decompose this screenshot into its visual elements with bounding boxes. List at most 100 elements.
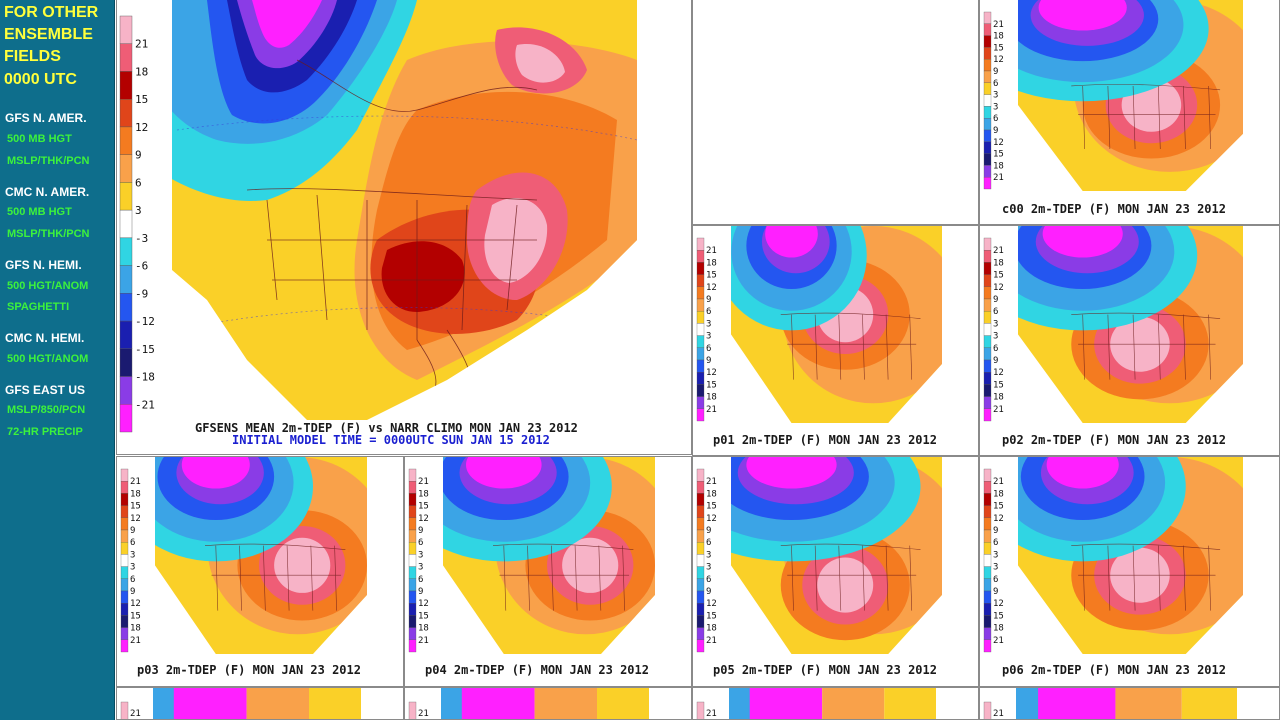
- mini-colorbar-label: 21: [706, 709, 717, 719]
- member-panel-p02[interactable]: 21 18 15 12 9 6 3 3 6 9 12 15 18 21 p02 2m-TDEP (F) M…: [979, 225, 1280, 456]
- mini-colorbar-label: 15: [130, 502, 141, 512]
- mini-colorbar-swatch: [983, 701, 992, 719]
- colorbar-label: -15: [135, 343, 155, 356]
- mini-colorbar-label: 18: [993, 32, 1004, 42]
- mini-colorbar-label: 6: [130, 575, 135, 585]
- sidebar-link-cmc-namer-500mb[interactable]: 500 MB HGT: [7, 206, 72, 218]
- mini-colorbar-swatch: [983, 153, 992, 166]
- member-panel-p05[interactable]: 21 18 15 12 9 6 3 3 6 9 12 15 18 21 p05 2m-TDEP (F) M…: [692, 456, 979, 687]
- mini-colorbar-label: 3: [993, 319, 998, 329]
- member-map-p01: 21 18 15 12 9 6 3 3 6 9 12 15 18 21: [696, 226, 942, 423]
- colorbar-label: 12: [135, 121, 148, 134]
- mini-colorbar-label: 18: [993, 161, 1004, 171]
- colorbar-swatch: [119, 376, 133, 405]
- mini-colorbar-swatch: [983, 493, 992, 506]
- sidebar-link-gfs-nhemi-spaghetti[interactable]: SPAGHETTI: [7, 301, 70, 313]
- sidebar-link-gfs-eastus-mslp[interactable]: MSLP/850/PCN: [7, 404, 86, 416]
- mini-colorbar-label: 21: [706, 246, 717, 256]
- colorbar-label: 6: [135, 176, 142, 189]
- partial-map-4: 21: [983, 688, 1237, 719]
- member-map-p05: 21 18 15 12 9 6 3 3 6 9 12 15 18 21: [696, 457, 942, 654]
- member-panel-partial-4[interactable]: 21: [979, 687, 1280, 720]
- mini-colorbar-label: 9: [706, 356, 711, 366]
- colorbar-swatch: [119, 71, 133, 100]
- mini-colorbar-swatch: [696, 603, 705, 616]
- mini-colorbar-swatch: [983, 384, 992, 397]
- mini-colorbar-label: 21: [130, 477, 141, 487]
- mini-colorbar-swatch: [983, 118, 992, 131]
- colorbar-swatch: [119, 126, 133, 155]
- sidebar-group-gfs-eastus: GFS EAST US: [5, 383, 86, 397]
- mini-colorbar-label: 15: [706, 380, 717, 390]
- mini-colorbar-label: 15: [993, 43, 1004, 53]
- mini-colorbar-swatch: [696, 542, 705, 555]
- sidebar-link-gfs-eastus-precip[interactable]: 72-HR PRECIP: [7, 426, 83, 438]
- sidebar-link-gfs-nhemi-500hgt[interactable]: 500 HGT/ANOM: [7, 280, 89, 292]
- mini-colorbar-swatch: [983, 542, 992, 555]
- mini-colorbar-swatch: [983, 408, 992, 422]
- mini-colorbar-label: 12: [706, 368, 717, 378]
- colorbar-label: -12: [135, 315, 155, 328]
- colorbar-swatch: [119, 237, 133, 266]
- mini-colorbar-swatch: [696, 384, 705, 397]
- mini-colorbar-swatch: [983, 590, 992, 604]
- mini-colorbar-swatch: [983, 481, 992, 494]
- sidebar-group-gfs-nhemi: GFS N. HEMI.: [5, 258, 82, 272]
- mini-colorbar-label: 9: [706, 526, 711, 536]
- mini-colorbar-label: 15: [706, 502, 717, 512]
- member-caption-p01: p01 2m-TDEP (F) MON JAN 23 2012: [713, 433, 937, 447]
- mini-colorbar-label: 12: [418, 599, 429, 609]
- mini-colorbar-label: 21: [993, 173, 1004, 183]
- member-panel-partial-1[interactable]: 21: [116, 687, 404, 720]
- member-panel-p01[interactable]: 21 18 15 12 9 6 3 3 6 9 12 15 18 21 p01 2m-TDEP (F) M…: [692, 225, 979, 456]
- mini-colorbar-swatch: [408, 468, 417, 482]
- member-panel-partial-3[interactable]: 21: [692, 687, 979, 720]
- mini-colorbar-swatch: [983, 359, 992, 373]
- sidebar-link-gfs-namer-mslp[interactable]: MSLP/THK/PCN: [7, 155, 90, 167]
- mini-colorbar-label: 12: [706, 514, 717, 524]
- sidebar-link-gfs-namer-500mb[interactable]: 500 MB HGT: [7, 133, 72, 145]
- mini-colorbar-swatch: [983, 505, 992, 518]
- sidebar-link-cmc-nhemi-500hgt[interactable]: 500 HGT/ANOM: [7, 353, 89, 365]
- member-panel-p03[interactable]: 21 18 15 12 9 6 3 3 6 9 12 15 18 21 p03 2m-TDEP (F) M…: [116, 456, 404, 687]
- mini-colorbar-swatch: [696, 566, 705, 579]
- member-panel-partial-2[interactable]: 21: [404, 687, 692, 720]
- colorbar-swatch: [119, 15, 133, 44]
- sidebar-heading-line-1: FOR OTHER: [4, 4, 99, 21]
- mini-colorbar-swatch: [983, 372, 992, 385]
- member-panel-c00[interactable]: 21 18 15 12 9 6 3 3 6 9 12 15 18 21 c00 2m-TDEP (F) M…: [979, 0, 1280, 225]
- mini-colorbar-swatch: [696, 627, 705, 640]
- mini-colorbar-swatch: [120, 493, 129, 506]
- mini-colorbar-swatch: [120, 603, 129, 616]
- mini-colorbar-swatch: [983, 177, 992, 190]
- sidebar-link-cmc-namer-mslp[interactable]: MSLP/THK/PCN: [7, 228, 90, 240]
- mini-colorbar-swatch: [983, 106, 992, 119]
- mini-colorbar-label: 18: [418, 624, 429, 634]
- mini-colorbar-label: 12: [130, 514, 141, 524]
- mini-colorbar-swatch: [408, 517, 417, 531]
- colorbar-label: 21: [135, 38, 148, 51]
- mini-colorbar-swatch: [120, 701, 129, 719]
- colorbar-label: 18: [135, 65, 148, 78]
- mini-colorbar-swatch: [696, 347, 705, 361]
- colorbar-label: -6: [135, 260, 148, 273]
- mini-colorbar-label: 6: [130, 538, 135, 548]
- mini-colorbar-swatch: [408, 701, 417, 719]
- member-panel-p06[interactable]: 21 18 15 12 9 6 3 3 6 9 12 15 18 21 p06 2m-TDEP (F) M…: [979, 456, 1280, 687]
- member-panel-p04[interactable]: 21 18 15 12 9 6 3 3 6 9 12 15 18 21 p04 2m-TDEP (F) M…: [404, 456, 692, 687]
- colorbar-swatch: [119, 320, 133, 350]
- mini-colorbar-label: 21: [418, 709, 429, 719]
- mini-colorbar-swatch: [408, 566, 417, 579]
- mini-colorbar-label: 21: [706, 405, 717, 415]
- member-caption-p06: p06 2m-TDEP (F) MON JAN 23 2012: [1002, 663, 1226, 677]
- mini-colorbar-swatch: [696, 481, 705, 494]
- mini-colorbar-label: 18: [706, 489, 717, 499]
- mini-colorbar-label: 15: [993, 150, 1004, 160]
- mini-colorbar-swatch: [983, 237, 992, 251]
- mini-colorbar-label: 6: [993, 307, 998, 317]
- mini-colorbar-label: 12: [706, 283, 717, 293]
- mini-colorbar-swatch: [408, 639, 417, 653]
- main-ensemble-mean-panel[interactable]: 21 18 15 12 9 6 3 -3 -6 -9 -12 -15 -18 -21 GFSENS MEA…: [116, 0, 692, 455]
- sidebar-group-cmc-namer: CMC N. AMER.: [5, 185, 90, 199]
- mini-colorbar-label: 9: [993, 126, 998, 136]
